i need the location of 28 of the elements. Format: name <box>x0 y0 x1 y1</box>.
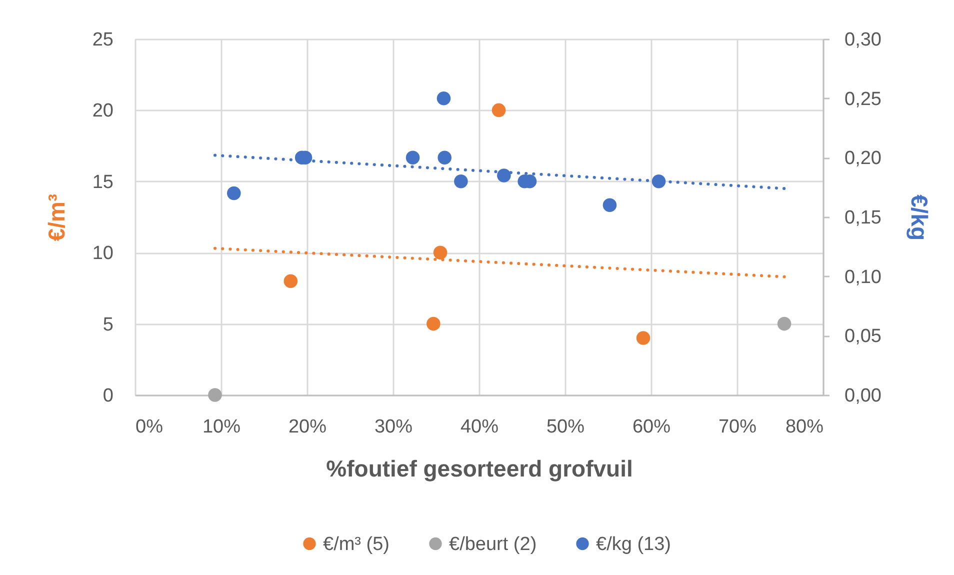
x-axis-title: %foutief gesorteerd grofvuil <box>326 456 633 482</box>
x-tick-label: 0% <box>136 416 164 438</box>
legend-label: €/kg (13) <box>596 534 671 555</box>
y-tick-label: 15 <box>92 172 114 193</box>
x-tick-label: 80% <box>785 416 824 438</box>
y2-tick-label: 0,20 <box>844 148 882 170</box>
y2-tick-label: 0,25 <box>844 88 882 110</box>
y-tick-label: 25 <box>92 30 114 50</box>
legend-label: €/beurt (2) <box>449 534 537 555</box>
y-axis-title: €/m³ <box>43 194 70 242</box>
y2-tick-label: 0,30 <box>844 30 882 50</box>
x-tick-label: 10% <box>202 416 241 438</box>
x-tick-label: 20% <box>288 416 327 438</box>
y-tick-label: 0 <box>102 386 114 406</box>
x-tick-label: 30% <box>374 416 413 438</box>
x-tick-label: 60% <box>632 416 671 438</box>
y-tick-label: 10 <box>92 243 114 264</box>
legend-label: €/m³ (5) <box>323 534 390 555</box>
y-tick-label: 20 <box>92 100 114 122</box>
x-tick-label: 70% <box>718 416 757 438</box>
x-tick-label: 50% <box>546 416 585 438</box>
y2-tick-label: 0,05 <box>844 326 882 348</box>
y-tick-label: 5 <box>102 314 114 336</box>
y2-axis-title: €/kg <box>906 194 932 241</box>
y2-tick-label: 0,00 <box>844 386 882 406</box>
y2-tick-label: 0,15 <box>844 208 882 228</box>
y2-tick-label: 0,10 <box>844 266 882 288</box>
x-tick-label: 40% <box>460 416 499 438</box>
